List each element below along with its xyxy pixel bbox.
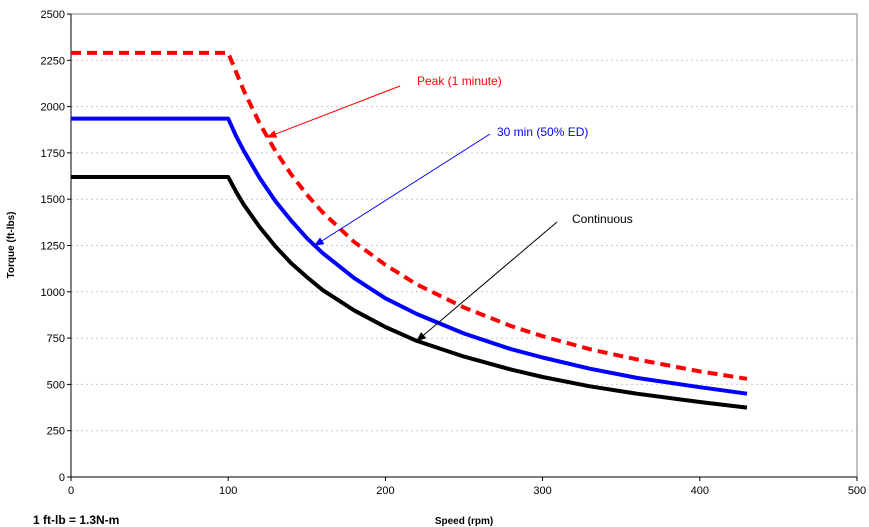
y-axis-title: Torque (ft-lbs): [6, 211, 17, 278]
annotations-group: Peak (1 minute) 30 min (50% ED) Continuous: [266, 74, 633, 342]
series-label-thirty-min: 30 min (50% ED): [497, 125, 588, 139]
x-tick-label: 200: [376, 485, 394, 497]
annotation-arrow-continuous: [416, 221, 558, 342]
y-tick-label: 2250: [41, 55, 65, 67]
grid-lines: [71, 59, 857, 432]
series-group: [71, 50, 748, 410]
series-line-continuous: [71, 175, 748, 410]
x-tick-label: 100: [219, 485, 237, 497]
y-tick-label: 0: [59, 472, 65, 484]
x-tick-label: 0: [68, 485, 74, 497]
y-axis: 0 250 500 750 1000 1250 1500 1750 2000 2250 2500: [41, 9, 72, 484]
series-line-peak: [71, 50, 748, 381]
x-tick-label: 500: [848, 485, 866, 497]
series-label-continuous: Continuous: [572, 212, 633, 226]
x-tick-label: 300: [533, 485, 551, 497]
x-tick-label: 400: [691, 485, 709, 497]
series-label-peak: Peak (1 minute): [417, 74, 502, 88]
y-tick-label: 1250: [41, 241, 65, 253]
y-tick-label: 1500: [41, 194, 65, 206]
y-tick-label: 500: [47, 379, 65, 391]
y-tick-label: 1750: [41, 148, 65, 160]
y-tick-label: 1000: [41, 287, 65, 299]
annotation-arrow-peak: [266, 85, 401, 138]
y-tick-label: 750: [47, 333, 65, 345]
y-tick-label: 250: [47, 426, 65, 438]
x-axis-title: Speed (rpm): [435, 516, 493, 527]
annotation-arrow-thirty-min: [313, 133, 491, 247]
x-axis: 0 100 200 300 400 500: [68, 476, 866, 497]
y-tick-label: 2000: [41, 102, 65, 114]
y-tick-label: 2500: [41, 9, 65, 21]
unit-conversion-note: 1 ft-lb = 1.3N-m: [33, 513, 119, 527]
series-line-thirty-min: [71, 116, 748, 396]
